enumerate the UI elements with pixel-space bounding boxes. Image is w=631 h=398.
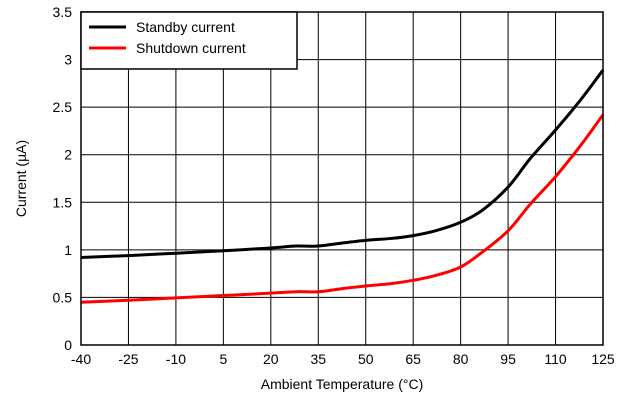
x-tick-label: 20	[263, 351, 279, 367]
y-tick-label: 0	[64, 337, 72, 353]
y-tick-label: 1	[64, 242, 72, 258]
x-tick-label: -25	[118, 351, 138, 367]
x-tick-label: 95	[500, 351, 516, 367]
x-tick-label: 125	[591, 351, 615, 367]
y-tick-label: 3.5	[53, 4, 73, 20]
x-axis-label: Ambient Temperature (°C)	[261, 376, 424, 392]
y-axis-ticks: 0 0.5 1 1.5 2 2.5 3 3.5	[53, 4, 73, 353]
chart-series	[80, 69, 605, 304]
y-tick-label: 2.5	[53, 99, 73, 115]
plot-frame	[80, 11, 604, 346]
x-tick-label: 50	[358, 351, 374, 367]
x-tick-label: 5	[219, 351, 227, 367]
y-tick-label: 0.5	[53, 289, 73, 305]
y-axis-label: Current (µA)	[13, 140, 29, 217]
x-tick-label: -40	[71, 351, 91, 367]
legend-label: Standby current	[136, 19, 235, 35]
legend-label: Shutdown current	[136, 40, 246, 56]
x-tick-label: 110	[544, 351, 567, 367]
y-tick-label: 3	[64, 52, 72, 68]
x-tick-label: 35	[310, 351, 326, 367]
x-tick-label: 65	[405, 351, 421, 367]
x-axis-ticks: -40 -25 -10 5 20 35 50 65 80 95 110 125	[71, 351, 615, 367]
legend: Standby current Shutdown current	[80, 11, 298, 70]
legend-box	[80, 11, 298, 70]
series-line-standby-current	[80, 69, 605, 259]
x-tick-label: -10	[166, 351, 186, 367]
series-line-shutdown-current	[80, 113, 605, 304]
y-tick-label: 2	[64, 147, 72, 163]
x-tick-label: 80	[453, 351, 469, 367]
y-tick-label: 1.5	[53, 194, 73, 210]
